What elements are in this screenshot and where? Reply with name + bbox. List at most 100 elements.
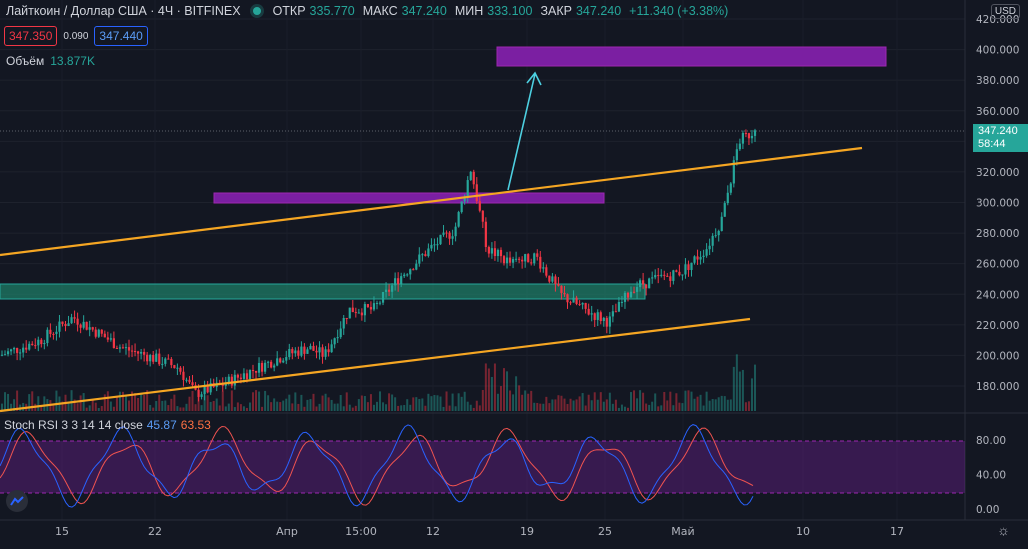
settings-gear-icon[interactable]: ☼ — [997, 522, 1010, 538]
candle-body — [182, 371, 185, 380]
candle-body — [496, 249, 500, 257]
volume-bar — [236, 402, 239, 411]
volume-bar — [569, 398, 572, 411]
volume-bar — [403, 405, 406, 411]
candle-body — [572, 297, 575, 303]
price-axis-label: 280.000 — [976, 228, 1019, 240]
sell-button[interactable]: 347.350 — [4, 26, 58, 46]
volume-bar — [31, 391, 34, 411]
volume-bar — [76, 403, 79, 411]
rsi-axis-label: 80.00 — [976, 435, 1006, 447]
volume-bar — [197, 390, 200, 411]
volume-bar — [22, 402, 25, 411]
symbol-title[interactable]: Лайткоин / Доллар США · 4Ч · BITFINEX — [6, 4, 241, 18]
volume-bar — [79, 395, 82, 411]
candle-body — [257, 362, 261, 373]
volume-bar — [684, 390, 687, 411]
candle-body — [403, 274, 406, 277]
candle-body — [735, 149, 738, 161]
volume-bar — [490, 376, 493, 411]
volume-bar — [599, 392, 602, 411]
volume-bar — [475, 400, 478, 411]
candle-body — [300, 346, 303, 356]
rsi-axis-label: 40.00 — [976, 470, 1006, 482]
resistance-zone-upper — [496, 46, 887, 67]
volume-bar — [252, 392, 254, 411]
candle-body — [645, 284, 648, 289]
volume-bar — [330, 399, 333, 411]
volume-bar — [672, 405, 675, 411]
candle-body — [179, 367, 182, 372]
candle-body — [424, 254, 427, 257]
candle-body — [82, 321, 85, 328]
candle-body — [276, 358, 279, 366]
tradingview-logo-icon[interactable] — [6, 490, 28, 512]
candle-body — [608, 316, 611, 327]
currency-label[interactable]: USD — [990, 4, 1020, 19]
candle-body — [466, 180, 469, 197]
volume-bar — [448, 405, 451, 411]
volume-bar — [654, 393, 657, 411]
candle-body — [557, 284, 560, 286]
volume-bar — [43, 396, 46, 411]
volume-bar — [478, 405, 481, 411]
candle-body — [726, 192, 729, 204]
volume-bar — [194, 404, 197, 411]
candle-body — [702, 255, 705, 257]
candle-body — [566, 294, 569, 303]
candle-body — [103, 333, 106, 338]
candle-body — [454, 226, 457, 237]
price-axis-label: 200.000 — [976, 350, 1019, 362]
volume-bar — [424, 405, 427, 411]
volume-bar — [614, 399, 617, 411]
candle-body — [164, 358, 167, 364]
candle-body — [91, 327, 94, 330]
volume-bar — [421, 398, 424, 411]
volume-bar — [484, 363, 487, 411]
volume-bar — [741, 369, 744, 411]
candle-body — [481, 210, 484, 222]
candle-body — [524, 254, 527, 262]
volume-bar — [264, 390, 267, 411]
candle-body — [457, 212, 460, 227]
candle-body — [88, 327, 91, 330]
candle-body — [375, 302, 379, 304]
candle-body — [660, 274, 663, 276]
time-axis-label: 10 — [796, 525, 810, 538]
candle-body — [475, 184, 478, 202]
candle-body — [508, 257, 512, 263]
volume-label[interactable]: Объём — [6, 54, 45, 68]
candle-body — [693, 256, 696, 263]
time-axis-label: 15 — [55, 525, 69, 538]
volume-bar — [515, 376, 518, 411]
candle-body — [560, 285, 563, 293]
volume-bar — [560, 395, 563, 411]
candle-body — [651, 277, 654, 279]
stoch-rsi-label[interactable]: Stoch RSI 3 3 14 14 close — [4, 418, 143, 432]
candle-body — [548, 275, 551, 282]
spread-value: 0.090 — [63, 30, 89, 42]
candle-body — [288, 349, 291, 358]
volume-bar — [466, 401, 469, 411]
volume-bar — [336, 403, 339, 411]
volume-bar — [575, 399, 578, 411]
volume-bar — [375, 401, 378, 411]
volume-bar — [152, 407, 155, 411]
volume-bar — [735, 354, 738, 411]
candle-body — [357, 312, 360, 314]
candle-body — [366, 304, 370, 308]
candle-body — [463, 196, 466, 202]
buy-button[interactable]: 347.440 — [94, 26, 148, 46]
price-axis-label: 300.000 — [976, 198, 1019, 210]
candle-body — [493, 248, 497, 257]
volume-bar — [572, 400, 575, 411]
candle-body — [230, 376, 233, 386]
candle-body — [221, 384, 224, 386]
candle-body — [188, 379, 191, 383]
candle-body — [533, 253, 536, 264]
volume-bar — [717, 397, 720, 411]
market-status-icon — [252, 7, 261, 15]
candle-body — [85, 321, 88, 330]
